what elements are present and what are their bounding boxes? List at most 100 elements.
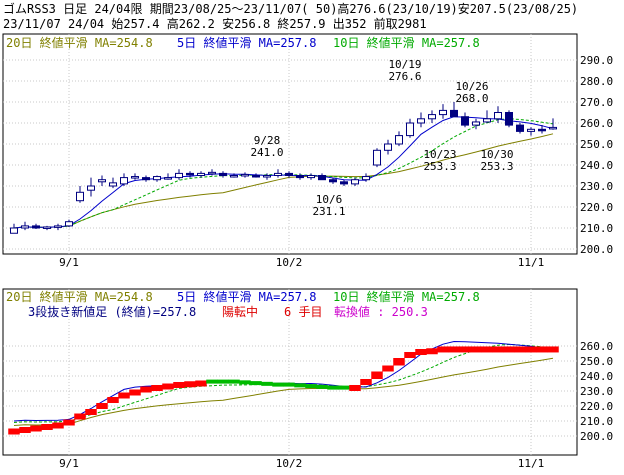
candle-body [329, 179, 337, 183]
new-price-block [162, 383, 174, 390]
candle-body [549, 126, 557, 130]
lower-y-tick-label: 220.0 [580, 400, 613, 413]
trend-state: 陽転中 [222, 304, 258, 319]
candle-body [87, 185, 95, 191]
new-price-block [63, 419, 75, 426]
lower-y-ticks: 200.0 210.0 220.0 230.0 240.0 250.0 260.0 [580, 340, 613, 443]
new-price-block [404, 352, 416, 358]
new-price-block-flat [338, 385, 350, 390]
new-price-block [382, 365, 394, 372]
lower-y-tick-label: 210.0 [580, 415, 613, 428]
candle-body [417, 118, 425, 124]
new-price-block [195, 380, 207, 387]
candle-body [450, 109, 458, 118]
candle-body [208, 171, 216, 175]
candle-body [307, 175, 315, 179]
switch-value: 転換値 : 250.3 [334, 304, 428, 319]
upper-y-tick-label: 240.0 [580, 159, 613, 172]
candle-body [219, 172, 227, 176]
candles [10, 102, 557, 234]
new-price-label: 3段抜き新値足 (終値)=257.8 [28, 304, 196, 319]
new-price-block-flat [525, 346, 537, 353]
new-price-block [8, 428, 20, 435]
new-price-block-flat [470, 346, 482, 353]
new-price-block [129, 389, 141, 396]
new-price-block-flat [503, 346, 515, 353]
candle-body [263, 175, 271, 178]
upper-y-tick-label: 220.0 [580, 201, 613, 214]
lower-ma20-line [13, 357, 554, 426]
lower-x-tick-label: 9/1 [59, 457, 79, 470]
upper-x-ticks: 9/1 10/2 11/1 [59, 256, 544, 269]
candle-body [505, 112, 513, 126]
upper-y-tick-label: 200.0 [580, 243, 613, 256]
candle-body [538, 128, 546, 132]
lower-y-tick-label: 250.0 [580, 355, 613, 368]
upper-plot-frame [2, 33, 578, 255]
annotation-value: 241.0 [250, 146, 283, 159]
step-count: 6 手目 [284, 305, 322, 319]
upper-x-tick-label: 9/1 [59, 256, 79, 269]
new-price-blocks [8, 346, 559, 435]
new-price-block-flat [283, 382, 295, 387]
lower-y-tick-label: 260.0 [580, 340, 613, 353]
ma10-line [13, 118, 554, 229]
legend-ma5: 5日 終値平滑 MA=257.8 [177, 35, 316, 50]
candle-body [318, 175, 326, 181]
annotation-date: 10/6 [316, 193, 343, 206]
lower-x-tick-label: 11/1 [518, 457, 545, 470]
new-price-block-down [294, 383, 306, 388]
new-price-block-down [272, 382, 284, 387]
candle-body [406, 122, 414, 137]
new-price-block [41, 424, 53, 430]
candle-body [428, 114, 436, 120]
lower-legend-ma5: 5日 終値平滑 MA=257.8 [177, 289, 316, 304]
candle-body [164, 177, 172, 180]
candle-body [494, 112, 502, 120]
annotation-date: 10/23 [423, 148, 456, 161]
lower-y-tick-label: 240.0 [580, 370, 613, 383]
candle-body [340, 181, 348, 185]
new-price-block [107, 397, 119, 403]
new-price-block [140, 386, 152, 393]
upper-y-tick-label: 260.0 [580, 117, 613, 130]
candle-body [439, 109, 447, 116]
upper-y-tick-label: 250.0 [580, 138, 613, 151]
annotation-value: 253.3 [423, 160, 456, 173]
new-price-block-down [239, 380, 251, 385]
candle-body [230, 175, 238, 178]
new-price-block [96, 403, 108, 409]
lower-legend-ma20: 20日 終値平滑 MA=254.8 [6, 289, 153, 304]
candle-body [197, 172, 205, 176]
candle-body [252, 175, 260, 178]
new-price-block [371, 371, 383, 379]
candle-body [274, 172, 282, 176]
lower-legend-ma10: 10日 終値平滑 MA=257.8 [333, 289, 480, 304]
candle-body [175, 172, 183, 179]
new-price-block-flat [536, 346, 548, 353]
candle-body [472, 121, 480, 126]
upper-y-tick-label: 210.0 [580, 222, 613, 235]
annotation-date: 10/26 [455, 80, 488, 93]
candle-body [109, 182, 117, 187]
new-price-block-flat [448, 346, 460, 353]
new-price-block-flat [492, 346, 504, 353]
upper-x-tick-label: 10/2 [276, 256, 303, 269]
candle-body [483, 118, 491, 123]
new-price-block-flat [459, 346, 471, 353]
candle-body [65, 221, 73, 227]
new-price-block-down [305, 384, 317, 389]
lower-x-tick-label: 10/2 [276, 457, 303, 470]
upper-grid [3, 34, 577, 254]
candle-body [296, 175, 304, 179]
candle-body [516, 124, 524, 132]
annotation-value: 253.3 [480, 160, 513, 173]
lower-plot-frame [2, 288, 578, 456]
new-price-block-flat [206, 379, 218, 384]
candle-body [362, 176, 370, 181]
candle-body [241, 173, 249, 177]
candle-body [142, 177, 150, 181]
upper-y-tick-label: 290.0 [580, 54, 613, 67]
